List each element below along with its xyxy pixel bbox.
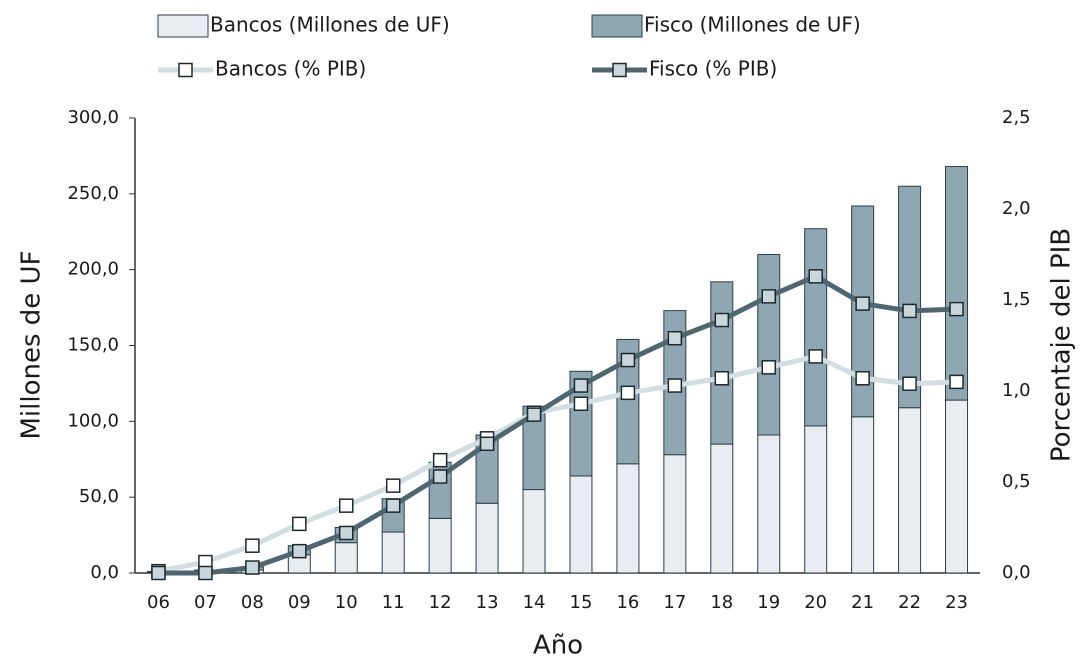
bar bbox=[616, 338, 640, 465]
marker bbox=[902, 376, 917, 391]
marker bbox=[949, 374, 964, 390]
bar bbox=[569, 475, 593, 574]
marker bbox=[432, 469, 448, 484]
marker bbox=[667, 330, 683, 346]
marker bbox=[620, 385, 636, 401]
bar bbox=[851, 416, 875, 574]
y-tick-label: 200,0 bbox=[67, 259, 119, 280]
bar bbox=[428, 517, 452, 574]
bar bbox=[804, 228, 828, 427]
y2-tick-label: 0,0 bbox=[1002, 562, 1031, 583]
legend-swatch bbox=[591, 14, 643, 38]
x-tick-label: 08 bbox=[241, 592, 264, 613]
x-tick-label: 15 bbox=[570, 592, 593, 613]
bar bbox=[663, 454, 687, 574]
y-tick-label: 150,0 bbox=[67, 335, 119, 356]
x-tick-label: 17 bbox=[663, 592, 686, 613]
y2-tick-label: 0,5 bbox=[1002, 471, 1031, 492]
line bbox=[158, 273, 957, 576]
x-tick-label: 14 bbox=[523, 592, 546, 613]
bar bbox=[522, 489, 546, 574]
marker bbox=[385, 478, 401, 493]
marker bbox=[292, 516, 307, 532]
bar bbox=[334, 542, 358, 574]
x-tick-label: 11 bbox=[382, 592, 405, 613]
marker bbox=[198, 565, 213, 581]
bar bbox=[804, 425, 828, 574]
marker bbox=[526, 407, 542, 422]
bar bbox=[710, 281, 734, 445]
bar bbox=[757, 434, 781, 574]
marker bbox=[385, 498, 401, 513]
x-tick-label: 06 bbox=[147, 592, 170, 613]
bar bbox=[710, 443, 734, 574]
x-tick-label: 22 bbox=[898, 592, 921, 613]
bar bbox=[851, 205, 875, 418]
bar bbox=[945, 399, 969, 574]
x-tick-label: 23 bbox=[945, 592, 968, 613]
x-tick-label: 07 bbox=[194, 592, 217, 613]
marker bbox=[339, 498, 354, 513]
marker bbox=[902, 303, 917, 319]
marker bbox=[808, 349, 823, 364]
marker bbox=[432, 452, 448, 468]
marker bbox=[714, 371, 730, 386]
x-tick-label: 10 bbox=[335, 592, 358, 613]
y2-tick-label: 1,0 bbox=[1002, 380, 1031, 401]
marker bbox=[151, 565, 166, 581]
bar bbox=[945, 166, 969, 401]
x-tick-label: 12 bbox=[429, 592, 452, 613]
x-tick-label: 16 bbox=[616, 592, 639, 613]
marker bbox=[292, 543, 307, 559]
marker bbox=[855, 296, 870, 311]
x-axis-label: Año bbox=[533, 631, 583, 660]
y-tick-label: 50,0 bbox=[79, 486, 119, 507]
marker bbox=[761, 360, 776, 375]
marker bbox=[714, 312, 730, 328]
marker bbox=[573, 378, 589, 393]
y-tick-label: 0,0 bbox=[90, 562, 119, 583]
legend-swatch bbox=[157, 14, 209, 38]
x-tick-label: 21 bbox=[851, 592, 874, 613]
legend-label: Bancos (Millones de UF) bbox=[210, 13, 450, 37]
legend-marker bbox=[612, 62, 627, 78]
marker bbox=[667, 378, 683, 393]
y2-tick-label: 1,5 bbox=[1002, 289, 1031, 310]
x-tick-label: 19 bbox=[757, 592, 780, 613]
y-tick-label: 250,0 bbox=[67, 183, 119, 204]
y2-tick-label: 2,0 bbox=[1002, 198, 1031, 219]
bar bbox=[381, 531, 405, 574]
bar bbox=[475, 502, 499, 574]
marker bbox=[761, 289, 776, 304]
x-tick-label: 13 bbox=[476, 592, 499, 613]
marker bbox=[245, 538, 260, 553]
bar bbox=[757, 254, 781, 436]
marker bbox=[479, 436, 495, 452]
x-tick-label: 18 bbox=[710, 592, 733, 613]
legend-label: Fisco (% PIB) bbox=[649, 57, 777, 81]
marker bbox=[949, 301, 964, 317]
bar bbox=[898, 407, 922, 574]
y-axis-label: Millones de UF bbox=[17, 250, 47, 439]
marker bbox=[245, 560, 260, 575]
y-tick-label: 100,0 bbox=[67, 410, 119, 431]
marker bbox=[855, 371, 870, 386]
legend-marker bbox=[178, 62, 193, 78]
x-tick-label: 09 bbox=[288, 592, 311, 613]
bar bbox=[898, 185, 922, 409]
marker bbox=[808, 269, 823, 284]
y2-tick-label: 2,5 bbox=[1002, 107, 1031, 128]
legend-label: Bancos (% PIB) bbox=[215, 57, 366, 81]
line bbox=[157, 353, 957, 574]
marker bbox=[573, 396, 589, 411]
bar bbox=[616, 463, 640, 574]
marker bbox=[339, 525, 354, 541]
x-tick-label: 20 bbox=[804, 592, 827, 613]
y2-axis-label: Porcentaje del PIB bbox=[1047, 228, 1077, 462]
y-tick-label: 300,0 bbox=[67, 107, 119, 128]
legend-label: Fisco (Millones de UF) bbox=[644, 13, 861, 37]
marker bbox=[620, 352, 636, 368]
